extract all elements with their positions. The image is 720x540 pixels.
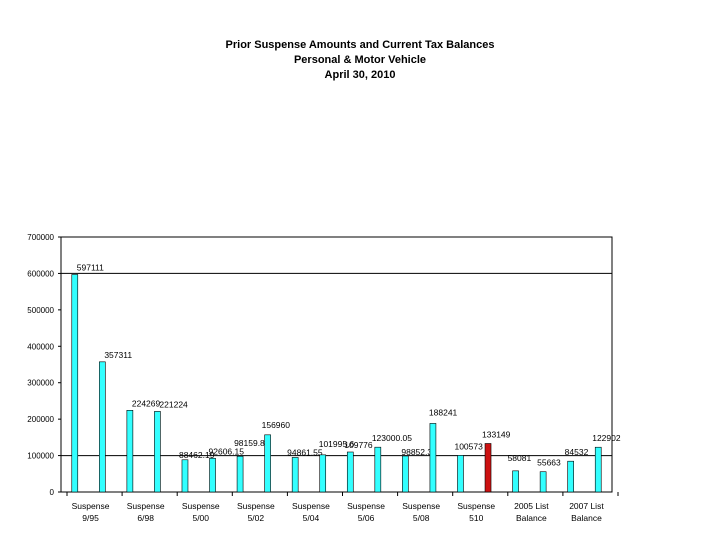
data-label: 357311 <box>104 350 132 360</box>
x-category-label: Suspense <box>292 501 330 511</box>
chart-date: April 30, 2010 <box>324 69 396 81</box>
bar <box>181 459 189 493</box>
data-label: 224269 <box>132 398 161 408</box>
x-category-label: Suspense <box>182 501 220 511</box>
x-category-label: Suspense <box>457 501 495 511</box>
data-label: 98852.3 <box>401 447 432 457</box>
x-category-label: 5/06 <box>358 513 375 523</box>
bar <box>429 423 437 493</box>
chart-subtitle: Personal & Motor Vehicle <box>293 54 427 66</box>
bar <box>319 454 327 493</box>
x-category-label: 2007 List <box>569 501 604 511</box>
x-category-label: Suspense <box>127 501 165 511</box>
data-label: 123000.05 <box>372 433 412 443</box>
bar <box>71 274 79 493</box>
y-tick-label: 700000 <box>27 233 54 242</box>
y-tick-label: 300000 <box>27 379 54 388</box>
bar <box>264 434 271 493</box>
y-tick-label: 600000 <box>27 269 54 278</box>
bar <box>594 446 602 493</box>
x-category-label: 510 <box>469 513 483 523</box>
bar <box>126 410 134 493</box>
bar <box>484 443 492 493</box>
bar <box>457 455 464 493</box>
bar <box>567 460 574 493</box>
data-label: 100573 <box>454 441 483 451</box>
data-label: 88462.19 <box>179 450 215 460</box>
data-label: 98159.85 <box>234 438 270 448</box>
data-label: 156960 <box>262 420 291 430</box>
x-category-label: Balance <box>571 513 602 523</box>
data-label: 55663 <box>537 458 561 468</box>
x-category-label: 5/00 <box>192 513 209 523</box>
x-category-label: Suspense <box>237 501 275 511</box>
data-label: 597111 <box>77 262 104 272</box>
bar <box>512 470 519 493</box>
data-label: 94861.55 <box>287 447 323 457</box>
x-category-label: Suspense <box>72 501 110 511</box>
bar <box>291 457 299 493</box>
chart-title-block: Prior Suspense Amounts and Current Tax B… <box>0 38 720 83</box>
data-label: 221224 <box>159 399 188 409</box>
y-tick-label: 0 <box>50 488 55 497</box>
y-tick-label: 200000 <box>27 415 54 424</box>
bar <box>236 455 244 493</box>
y-tick-label: 100000 <box>27 452 54 461</box>
x-category-label: 9/95 <box>82 513 99 523</box>
x-category-label: 2005 List <box>514 501 549 511</box>
bar <box>154 411 161 493</box>
data-label: 84532 <box>565 447 589 457</box>
plot-frame <box>60 236 613 493</box>
data-label: 188241 <box>429 407 458 417</box>
y-tick-label: 400000 <box>27 342 54 351</box>
bar <box>402 455 409 493</box>
data-label: 92606.15 <box>209 446 245 456</box>
x-category-label: 6/98 <box>137 513 154 523</box>
data-label: 122902 <box>592 433 621 443</box>
bar <box>209 457 216 493</box>
data-label: 109776 <box>344 440 373 450</box>
data-label: 58081 <box>508 453 532 463</box>
data-label: 133149 <box>482 429 511 439</box>
x-category-label: 5/08 <box>413 513 430 523</box>
x-category-label: Balance <box>516 513 547 523</box>
bar <box>99 361 106 493</box>
x-category-label: 5/04 <box>303 513 320 523</box>
bar <box>346 451 354 493</box>
x-category-label: 5/02 <box>248 513 265 523</box>
x-category-label: Suspense <box>347 501 385 511</box>
bar <box>374 446 382 493</box>
x-category-label: Suspense <box>402 501 440 511</box>
bar <box>539 471 547 493</box>
chart-title: Prior Suspense Amounts and Current Tax B… <box>225 39 495 51</box>
data-label: 101995.6 <box>319 439 355 449</box>
y-tick-label: 500000 <box>27 306 54 315</box>
